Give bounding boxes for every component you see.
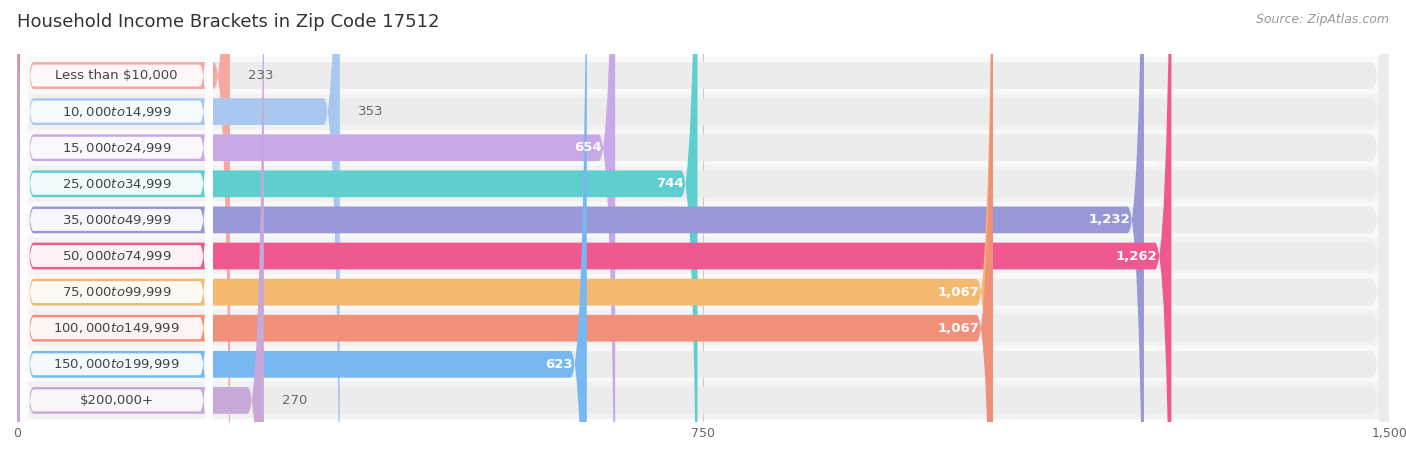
Bar [17, 310, 1389, 346]
Bar [17, 346, 1389, 383]
Text: 623: 623 [546, 358, 574, 371]
Text: $25,000 to $34,999: $25,000 to $34,999 [62, 177, 172, 191]
FancyBboxPatch shape [21, 0, 212, 449]
Bar [17, 166, 1389, 202]
FancyBboxPatch shape [21, 0, 212, 449]
FancyBboxPatch shape [21, 0, 212, 449]
FancyBboxPatch shape [17, 0, 1389, 449]
FancyBboxPatch shape [21, 0, 212, 449]
Text: $75,000 to $99,999: $75,000 to $99,999 [62, 285, 172, 299]
Text: 1,067: 1,067 [938, 322, 980, 335]
Text: $10,000 to $14,999: $10,000 to $14,999 [62, 105, 172, 119]
Bar [17, 383, 1389, 418]
FancyBboxPatch shape [17, 0, 1389, 449]
FancyBboxPatch shape [17, 0, 1389, 449]
FancyBboxPatch shape [17, 0, 993, 449]
FancyBboxPatch shape [21, 0, 212, 449]
Text: 1,232: 1,232 [1088, 213, 1130, 226]
FancyBboxPatch shape [17, 0, 1389, 449]
Text: $150,000 to $199,999: $150,000 to $199,999 [53, 357, 180, 371]
Text: $35,000 to $49,999: $35,000 to $49,999 [62, 213, 172, 227]
FancyBboxPatch shape [17, 0, 264, 449]
Bar [17, 238, 1389, 274]
FancyBboxPatch shape [17, 0, 1389, 449]
FancyBboxPatch shape [21, 0, 212, 449]
FancyBboxPatch shape [17, 0, 1389, 449]
Text: Household Income Brackets in Zip Code 17512: Household Income Brackets in Zip Code 17… [17, 13, 439, 31]
FancyBboxPatch shape [21, 0, 212, 449]
Text: Less than $10,000: Less than $10,000 [55, 69, 177, 82]
FancyBboxPatch shape [17, 0, 1389, 449]
Bar [17, 130, 1389, 166]
Bar [17, 57, 1389, 93]
Text: 353: 353 [359, 105, 384, 118]
Text: $100,000 to $149,999: $100,000 to $149,999 [53, 321, 180, 335]
Text: 270: 270 [283, 394, 308, 407]
Text: 1,262: 1,262 [1116, 250, 1157, 263]
FancyBboxPatch shape [17, 0, 340, 449]
FancyBboxPatch shape [17, 0, 1144, 449]
Bar [17, 93, 1389, 130]
FancyBboxPatch shape [17, 0, 1389, 449]
Text: 233: 233 [249, 69, 274, 82]
Text: $200,000+: $200,000+ [80, 394, 153, 407]
FancyBboxPatch shape [17, 0, 1389, 449]
Text: Source: ZipAtlas.com: Source: ZipAtlas.com [1256, 13, 1389, 26]
Bar [17, 274, 1389, 310]
FancyBboxPatch shape [17, 0, 231, 449]
Bar [17, 202, 1389, 238]
Text: 654: 654 [574, 141, 602, 154]
FancyBboxPatch shape [21, 0, 212, 449]
Text: $15,000 to $24,999: $15,000 to $24,999 [62, 141, 172, 155]
Text: 1,067: 1,067 [938, 286, 980, 299]
FancyBboxPatch shape [21, 0, 212, 449]
Text: $50,000 to $74,999: $50,000 to $74,999 [62, 249, 172, 263]
FancyBboxPatch shape [17, 0, 1171, 449]
Text: 744: 744 [657, 177, 683, 190]
FancyBboxPatch shape [17, 0, 1389, 449]
FancyBboxPatch shape [17, 0, 586, 449]
FancyBboxPatch shape [21, 0, 212, 449]
FancyBboxPatch shape [17, 0, 993, 449]
FancyBboxPatch shape [17, 0, 616, 449]
FancyBboxPatch shape [17, 0, 697, 449]
